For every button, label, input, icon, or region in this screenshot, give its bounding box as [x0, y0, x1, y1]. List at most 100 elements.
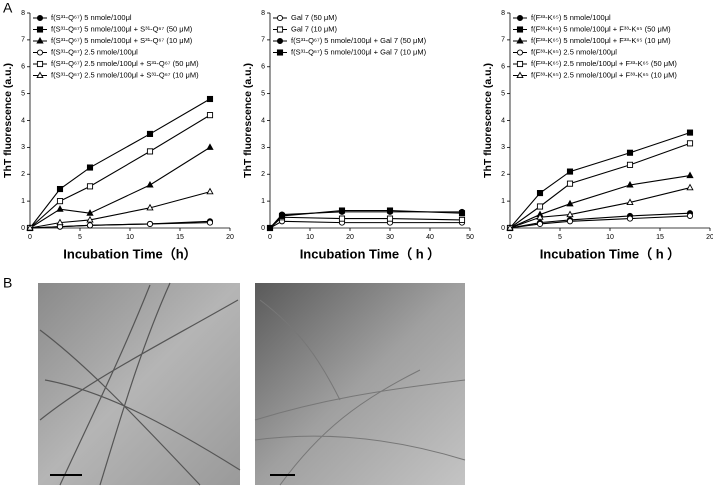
marker — [626, 215, 634, 222]
x-tick-label: 20 — [706, 234, 713, 241]
legend-label: Gal 7 (50 μM) — [291, 13, 338, 22]
x-tick-label: 15 — [176, 234, 184, 241]
marker — [516, 26, 524, 33]
marker — [516, 60, 524, 68]
marker — [146, 203, 154, 211]
legend-label: f(F³³-K⁶⁵) 2.5 nmole/100μl + F³³-K⁶⁵ (10… — [531, 70, 677, 79]
marker — [536, 203, 544, 210]
x-tick-label: 5 — [78, 234, 82, 241]
marker — [56, 198, 64, 205]
panel-label: A — [3, 0, 13, 16]
marker — [36, 26, 44, 33]
y-axis-title: ThT fluorescence (a.u.) — [242, 63, 254, 178]
series-line — [269, 220, 462, 229]
legend-label: f(S³¹-Q⁶⁷) 5 nmole/100μl + Gal 7 (10 μM) — [291, 47, 427, 56]
marker — [26, 223, 34, 231]
marker — [146, 180, 154, 188]
y-tick-label: 8 — [501, 10, 505, 17]
marker — [566, 199, 574, 207]
marker — [458, 210, 466, 217]
legend-label: f(S³¹-Q⁶⁷) 2.5 nmole/100μl — [51, 47, 138, 56]
marker — [506, 223, 514, 231]
marker — [86, 183, 94, 190]
marker — [278, 212, 286, 219]
marker — [146, 148, 154, 155]
marker — [386, 207, 394, 214]
marker — [686, 183, 694, 191]
marker — [536, 213, 544, 220]
marker — [686, 171, 694, 179]
y-axis-title: ThT fluorescence (a.u.) — [2, 63, 14, 178]
y-tick-label: 3 — [261, 144, 265, 151]
y-tick-label: 7 — [21, 37, 25, 44]
legend-label: f(S³¹-Q⁶⁷) 5 nmole/100μl + S³¹-Q⁶⁷ (50 μ… — [51, 24, 193, 33]
y-tick-label: 4 — [501, 117, 505, 124]
marker — [206, 219, 214, 226]
x-tick-label: 10 — [306, 234, 314, 241]
x-axis-title: Incubation Time（ h ） — [300, 246, 441, 261]
marker — [686, 129, 694, 136]
marker — [338, 215, 346, 222]
y-tick-label: 3 — [501, 144, 505, 151]
marker — [276, 14, 284, 22]
marker — [146, 220, 154, 228]
marker — [566, 168, 574, 175]
micrograph — [38, 282, 241, 486]
marker — [276, 49, 284, 56]
legend-label: f(S³¹-Q⁶⁷) 2.5 nmole/100μl + S³¹-Q⁶⁷ (10… — [51, 70, 199, 79]
y-tick-label: 2 — [21, 171, 25, 178]
y-tick-label: 2 — [501, 171, 505, 178]
marker — [536, 190, 544, 197]
y-tick-label: 4 — [21, 117, 25, 124]
x-tick-label: 20 — [226, 234, 234, 241]
marker — [276, 26, 284, 33]
marker — [36, 36, 44, 44]
legend-label: f(S³¹-Q⁶⁷) 5 nmole/100μl — [51, 13, 132, 22]
marker — [86, 209, 94, 216]
x-tick-label: 0 — [28, 234, 32, 241]
marker — [458, 216, 466, 223]
y-tick-label: 7 — [501, 37, 505, 44]
y-axis-title: ThT fluorescence (a.u.) — [482, 63, 494, 178]
marker — [146, 130, 154, 137]
marker — [386, 215, 394, 222]
y-tick-label: 1 — [21, 198, 25, 205]
marker — [86, 222, 94, 229]
x-tick-label: 10 — [606, 234, 614, 241]
x-tick-label: 20 — [346, 234, 354, 241]
legend-label: f(F³³-K⁶⁵) 2.5 nmole/100μl + F³³-K⁶⁵ (50… — [531, 59, 677, 68]
legend-label: f(F³³-K⁶⁵) 5 nmole/100μl + F³³-K⁶⁵ (50 μ… — [531, 24, 671, 33]
marker — [626, 149, 634, 156]
marker — [206, 95, 214, 103]
y-tick-label: 5 — [21, 90, 25, 97]
legend-label: f(F³³-K⁶⁵) 5 nmole/100μl + F³³-K⁶⁵ (10 μ… — [531, 36, 671, 45]
legend-label: Gal 7 (10 μM) — [291, 24, 338, 33]
marker — [686, 212, 694, 219]
marker — [36, 49, 44, 56]
y-tick-label: 2 — [261, 171, 265, 178]
y-tick-label: 5 — [261, 90, 265, 97]
y-tick-label: 4 — [261, 117, 265, 124]
marker — [36, 71, 44, 79]
marker — [276, 37, 284, 45]
x-tick-label: 40 — [426, 234, 434, 241]
marker — [536, 220, 544, 228]
marker — [86, 215, 94, 223]
marker — [566, 180, 574, 187]
marker — [36, 14, 44, 22]
series-line — [29, 98, 211, 229]
y-tick-label: 1 — [501, 198, 505, 205]
y-tick-label: 0 — [501, 225, 505, 232]
marker — [36, 60, 44, 68]
x-tick-label: 0 — [508, 234, 512, 241]
x-tick-label: 30 — [386, 234, 394, 241]
y-tick-label: 7 — [261, 37, 265, 44]
legend-label: f(S³¹-Q⁶⁷) 2.5 nmole/100μl + S³¹-Q⁶⁷ (50… — [51, 59, 199, 68]
x-tick-label: 15 — [656, 234, 664, 241]
legend-label: f(F³³-K⁶⁵) 5 nmole/100μl — [531, 13, 611, 22]
marker — [566, 218, 574, 225]
marker — [516, 49, 524, 56]
y-tick-label: 8 — [261, 10, 265, 17]
y-tick-label: 8 — [21, 10, 25, 17]
